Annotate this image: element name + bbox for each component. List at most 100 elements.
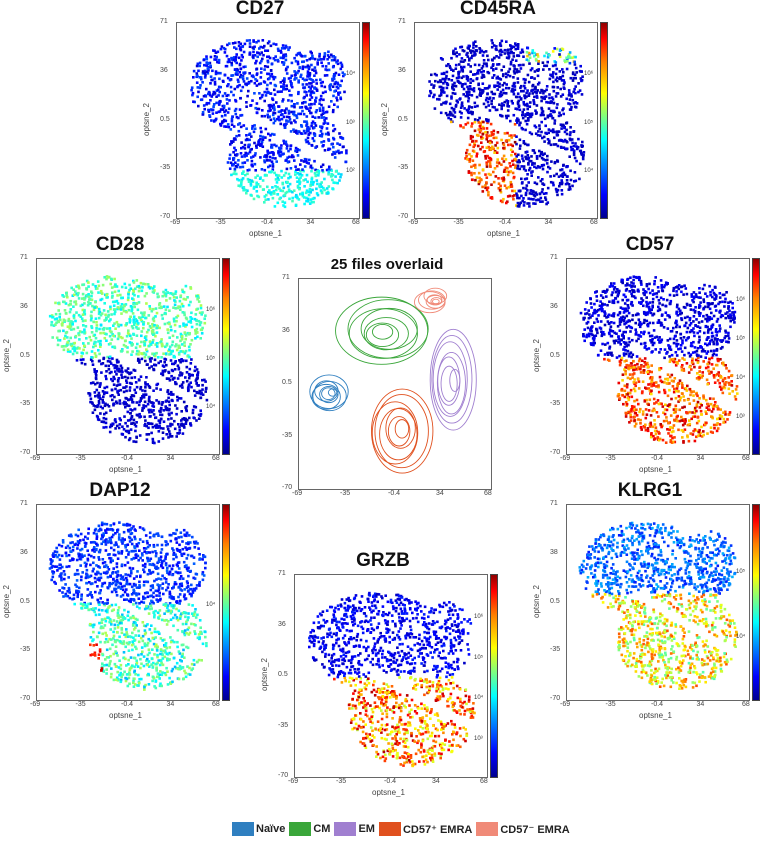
cell-point xyxy=(270,146,274,149)
cell-point xyxy=(258,92,261,95)
cell-point xyxy=(77,297,81,300)
cell-point xyxy=(565,175,569,178)
cell-point xyxy=(104,313,107,317)
cell-point xyxy=(439,57,443,60)
cell-point xyxy=(123,400,126,404)
cell-point xyxy=(337,172,340,176)
cell-point xyxy=(186,331,190,335)
cell-point xyxy=(507,55,511,58)
cell-point xyxy=(651,409,654,413)
cell-point xyxy=(162,427,165,430)
cell-point xyxy=(692,295,696,299)
cell-point xyxy=(272,153,275,156)
cell-point xyxy=(315,78,318,82)
cell-point xyxy=(497,182,501,185)
cell-point xyxy=(485,118,488,121)
cell-point xyxy=(109,423,113,427)
cell-point xyxy=(297,92,300,96)
cell-point xyxy=(88,392,92,395)
cell-point xyxy=(513,140,517,144)
cell-point xyxy=(708,316,712,319)
cell-point xyxy=(712,376,716,379)
cell-point xyxy=(174,307,177,310)
cell-point xyxy=(174,381,177,384)
cell-point xyxy=(124,345,128,348)
cell-point xyxy=(322,111,326,115)
cell-point xyxy=(487,86,491,89)
cell-point xyxy=(715,320,719,323)
cell-point xyxy=(291,196,294,200)
cell-point xyxy=(299,75,302,79)
cell-point xyxy=(552,183,555,187)
cell-point xyxy=(283,77,286,80)
cell-point xyxy=(472,145,475,149)
cell-point xyxy=(709,402,713,406)
cell-point xyxy=(516,47,520,50)
cell-point xyxy=(307,142,311,145)
cell-point xyxy=(315,170,319,173)
cell-point xyxy=(266,41,270,45)
cell-point xyxy=(151,437,155,441)
cell-point xyxy=(496,88,499,91)
y-axis-label: optsne_2 xyxy=(1,338,11,372)
cell-point xyxy=(524,128,527,132)
cell-point xyxy=(477,121,481,124)
cell-point xyxy=(556,86,559,89)
cell-point xyxy=(442,86,445,90)
cell-point xyxy=(299,73,303,77)
cell-point xyxy=(147,384,151,388)
cell-point xyxy=(305,115,309,118)
cell-point xyxy=(97,291,100,294)
cell-point xyxy=(552,85,556,89)
cell-point xyxy=(654,276,657,279)
cell-point xyxy=(272,77,276,81)
cell-point xyxy=(155,331,159,334)
cell-point xyxy=(507,86,511,90)
cell-point xyxy=(307,193,311,197)
cell-point xyxy=(140,311,143,315)
cell-point xyxy=(102,357,105,361)
cell-point xyxy=(296,186,300,189)
cell-point xyxy=(151,287,155,290)
cell-point xyxy=(77,333,81,337)
cell-point xyxy=(217,58,221,62)
cell-point xyxy=(617,337,621,341)
cell-point xyxy=(532,193,536,197)
cell-point xyxy=(490,66,493,70)
cell-point xyxy=(134,425,138,428)
cell-point xyxy=(617,335,620,338)
cell-point xyxy=(522,55,525,58)
cell-point xyxy=(687,371,691,374)
cell-point xyxy=(557,139,561,142)
cell-point xyxy=(106,403,109,407)
cell-point xyxy=(508,170,511,174)
cell-point xyxy=(333,103,336,106)
x-tick-label: -35 xyxy=(215,219,226,226)
cell-point xyxy=(510,183,513,186)
cell-point xyxy=(318,52,321,56)
cell-point xyxy=(625,359,628,362)
cell-point xyxy=(594,334,598,337)
cell-point xyxy=(224,64,228,68)
cell-point xyxy=(270,151,274,154)
cell-point xyxy=(718,296,722,299)
cell-point xyxy=(520,48,524,52)
cell-point xyxy=(126,404,129,407)
cell-point xyxy=(657,415,660,418)
cell-point xyxy=(143,342,146,345)
cell-point xyxy=(678,379,682,382)
cell-point xyxy=(180,373,183,377)
cell-point xyxy=(61,294,64,297)
cell-point xyxy=(319,94,323,98)
cell-point xyxy=(75,359,79,362)
cell-point xyxy=(190,88,193,92)
cell-point xyxy=(558,53,561,56)
cell-point xyxy=(689,322,693,325)
y-tick-label: -35 xyxy=(398,164,409,172)
cell-point xyxy=(184,376,187,379)
cell-point xyxy=(168,336,171,339)
cell-point xyxy=(470,125,473,128)
cell-point xyxy=(170,435,174,438)
cell-point xyxy=(581,157,585,161)
cell-point xyxy=(501,157,504,160)
